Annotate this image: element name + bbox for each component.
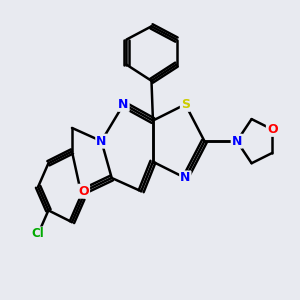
- Text: N: N: [180, 172, 190, 184]
- Text: N: N: [232, 135, 242, 148]
- Text: N: N: [118, 98, 129, 111]
- Text: N: N: [96, 135, 106, 148]
- Text: S: S: [181, 98, 190, 111]
- Text: Cl: Cl: [32, 227, 44, 240]
- Text: O: O: [78, 185, 89, 198]
- Text: O: O: [267, 123, 278, 136]
